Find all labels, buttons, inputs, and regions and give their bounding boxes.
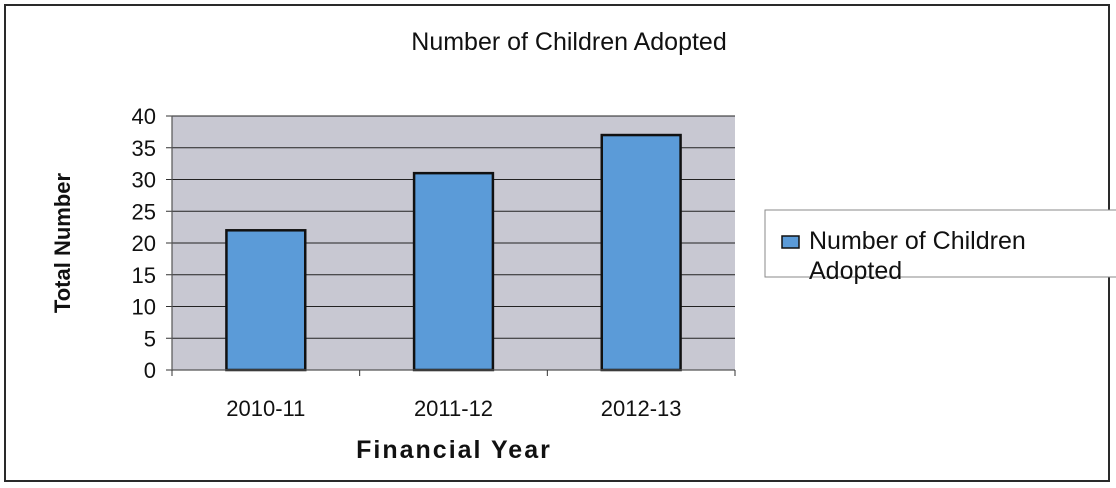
y-tick-label: 5 (144, 326, 156, 351)
x-tick-label: 2011-12 (414, 396, 493, 421)
y-tick-label: 20 (132, 231, 156, 256)
y-tick-label: 40 (132, 104, 156, 129)
y-tick-label: 25 (132, 199, 156, 224)
chart-title: Number of Children Adopted (411, 28, 726, 56)
legend-label-line-2: Adopted (809, 257, 902, 285)
y-tick-labels: 0 5 10 15 20 25 30 35 40 (132, 104, 156, 383)
legend-label-line-1: Number of Children (809, 227, 1026, 255)
bars (225, 133, 682, 372)
legend-swatch (781, 235, 800, 249)
y-tick-label: 15 (132, 263, 156, 288)
legend: Number of Children Adopted (764, 209, 1116, 285)
legend-box (764, 209, 1116, 278)
bar-2010-11 (225, 229, 307, 372)
y-axis-title: Total Number (50, 172, 75, 313)
bar-2012-13 (600, 133, 682, 372)
y-tick-label: 0 (144, 358, 156, 383)
y-tick-label: 30 (132, 168, 156, 193)
x-tick-labels: 2010-11 2011-12 2012-13 (226, 396, 681, 421)
axes (166, 115, 736, 376)
bar-2011-12 (412, 171, 495, 372)
y-tick-label: 10 (132, 295, 156, 320)
x-tick-label: 2010-11 (226, 396, 305, 421)
y-tick-label: 35 (132, 136, 156, 161)
x-axis-title: Financial Year (356, 436, 552, 464)
x-tick-label: 2012-13 (601, 396, 682, 421)
